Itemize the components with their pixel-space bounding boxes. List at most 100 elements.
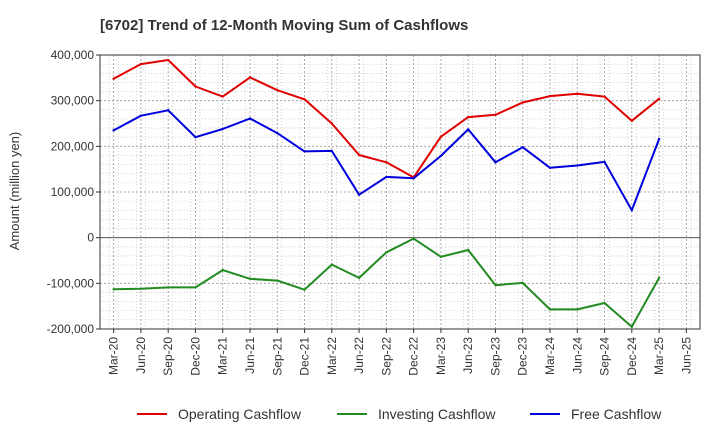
operating-cashflow-point bbox=[248, 76, 252, 79]
legend: Operating Cashflow Investing Cashflow Free… bbox=[137, 406, 662, 422]
x-tick-label: Mar-20 bbox=[107, 337, 121, 375]
operating-cashflow-point bbox=[357, 153, 361, 157]
investing-cashflow-point bbox=[330, 263, 334, 266]
free-cashflow-point bbox=[194, 136, 197, 139]
operating-cashflow-point bbox=[548, 94, 552, 98]
x-tick-label: Dec-23 bbox=[516, 337, 530, 376]
chart-title: [6702] Trend of 12-Month Moving Sum of C… bbox=[100, 17, 468, 34]
investing-cashflow-point bbox=[548, 308, 552, 311]
operating-cashflow-point bbox=[112, 77, 115, 80]
y-tick-label: -200,000 bbox=[47, 322, 95, 336]
grid bbox=[100, 54, 700, 330]
operating-cashflow-point bbox=[521, 101, 524, 104]
free-cashflow-point bbox=[357, 193, 361, 196]
free-cashflow-point bbox=[412, 177, 415, 180]
x-tick-label: Jun-24 bbox=[570, 337, 584, 374]
free-cashflow-point bbox=[221, 127, 224, 131]
x-tick-label: Jun-20 bbox=[134, 337, 148, 374]
free-cashflow-point bbox=[248, 117, 252, 120]
investing-cashflow-point bbox=[112, 288, 115, 291]
free-cashflow-point bbox=[439, 154, 443, 158]
x-tick-label: Sep-21 bbox=[270, 337, 284, 376]
free-cashflow-point bbox=[657, 137, 661, 141]
free-cashflow-point bbox=[112, 129, 115, 132]
investing-cashflow-point bbox=[657, 276, 661, 280]
x-tick-label: Dec-20 bbox=[188, 337, 202, 376]
free-cashflow-point bbox=[139, 114, 143, 117]
free-cashflow-point bbox=[576, 164, 579, 167]
free-cashflow-point bbox=[466, 128, 470, 131]
x-tick-label: Mar-21 bbox=[216, 337, 230, 375]
investing-cashflow-point bbox=[576, 308, 579, 311]
investing-cashflow-point bbox=[166, 286, 170, 289]
investing-cashflow-point bbox=[139, 287, 143, 291]
x-tick-label: Mar-22 bbox=[325, 337, 339, 375]
free-cashflow-point bbox=[330, 149, 334, 153]
x-tick-label: Sep-20 bbox=[161, 337, 175, 376]
free-cashflow-point bbox=[521, 146, 524, 149]
operating-cashflow-point bbox=[194, 85, 197, 88]
x-tick-label: Mar-23 bbox=[434, 337, 448, 375]
series-lines bbox=[112, 58, 661, 328]
free-cashflow-point bbox=[385, 175, 388, 179]
investing-cashflow-point bbox=[221, 268, 224, 272]
operating-cashflow-point bbox=[139, 62, 143, 66]
x-tick-label: Dec-24 bbox=[625, 337, 639, 376]
operating-cashflow-point bbox=[221, 95, 224, 98]
legend-label-free-cashflow: Free Cashflow bbox=[571, 406, 662, 422]
x-tick-label: Dec-22 bbox=[407, 337, 421, 376]
investing-cashflow-point bbox=[521, 281, 524, 285]
free-cashflow-point bbox=[548, 166, 552, 169]
x-tick-label: Jun-23 bbox=[461, 337, 475, 374]
investing-cashflow-point bbox=[439, 255, 443, 259]
operating-cashflow-point bbox=[166, 58, 170, 62]
x-tick-label: Jun-22 bbox=[352, 337, 366, 374]
y-axis-label: Amount (million yen) bbox=[7, 132, 22, 251]
investing-cashflow-point bbox=[194, 286, 197, 289]
free-cashflow-point bbox=[603, 160, 606, 164]
x-tick-label: Mar-24 bbox=[543, 337, 557, 375]
y-tick-label: -100,000 bbox=[47, 276, 95, 290]
investing-cashflow-point bbox=[385, 251, 388, 254]
legend-label-operating-cashflow: Operating Cashflow bbox=[178, 406, 302, 422]
legend-label-investing-cashflow: Investing Cashflow bbox=[378, 406, 496, 422]
x-tick-label: Sep-22 bbox=[379, 337, 393, 376]
operating-cashflow-point bbox=[603, 95, 606, 98]
x-tick-label: Jun-25 bbox=[679, 337, 693, 374]
x-tick-label: Sep-24 bbox=[598, 337, 612, 376]
free-cashflow-point bbox=[276, 131, 279, 135]
x-tick-label: Dec-21 bbox=[298, 337, 312, 376]
operating-cashflow-point bbox=[630, 119, 634, 122]
free-cashflow-point bbox=[166, 109, 170, 112]
investing-cashflow-point bbox=[603, 301, 606, 305]
operating-cashflow-point bbox=[439, 135, 443, 138]
free-cashflow-point bbox=[494, 161, 497, 164]
y-tick-label: 400,000 bbox=[51, 48, 95, 62]
investing-cashflow-point bbox=[276, 279, 279, 282]
axes: 400,000 300,000 200,000 100,000 0 -100,000 -20… bbox=[47, 48, 701, 376]
investing-cashflow-point bbox=[630, 325, 634, 328]
investing-cashflow-point bbox=[303, 288, 306, 291]
operating-cashflow-point bbox=[385, 161, 388, 164]
operating-cashflow-point bbox=[657, 97, 661, 101]
y-tick-label: 100,000 bbox=[51, 185, 95, 199]
operating-cashflow-point bbox=[303, 98, 306, 101]
x-tick-label: Mar-25 bbox=[652, 337, 666, 375]
operating-cashflow-point bbox=[276, 88, 279, 92]
free-cashflow-point bbox=[630, 209, 634, 212]
investing-cashflow-point bbox=[248, 277, 252, 280]
investing-cashflow-point bbox=[357, 276, 361, 280]
investing-cashflow-point bbox=[412, 237, 415, 240]
y-tick-label: 0 bbox=[87, 231, 94, 245]
investing-cashflow-point bbox=[494, 283, 497, 287]
operating-cashflow-point bbox=[576, 92, 579, 96]
y-tick-label: 200,000 bbox=[51, 139, 95, 153]
x-tick-label: Jun-21 bbox=[243, 337, 257, 374]
free-cashflow-point bbox=[303, 150, 306, 153]
operating-cashflow-point bbox=[330, 122, 334, 125]
operating-cashflow-point bbox=[494, 113, 497, 117]
x-tick-label: Sep-23 bbox=[488, 337, 502, 376]
operating-cashflow-point bbox=[466, 115, 470, 119]
